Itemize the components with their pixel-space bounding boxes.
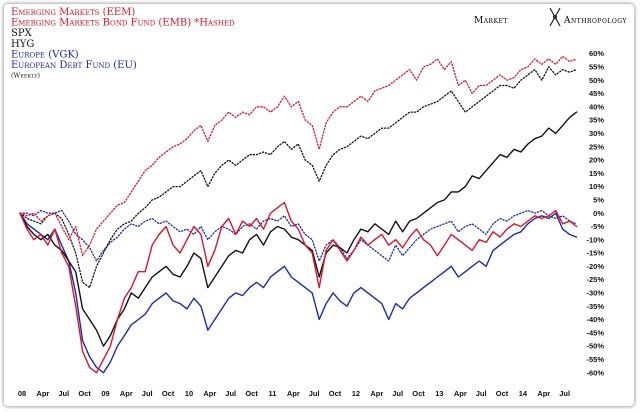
y-tick-label: -50% bbox=[586, 342, 604, 351]
y-tick-label: 30% bbox=[589, 129, 604, 138]
y-tick-label: -55% bbox=[586, 355, 604, 364]
y-tick-label: -20% bbox=[586, 262, 604, 271]
y-tick-label: -10% bbox=[586, 235, 604, 244]
legend-entry-5: Europe (VGK) bbox=[11, 49, 79, 60]
x-tick-label: Apr bbox=[120, 389, 133, 398]
brand-logo: Market Anthropology bbox=[474, 7, 627, 27]
x-tick-label: Apr bbox=[454, 389, 467, 398]
x-tick-label: Oct bbox=[162, 389, 175, 398]
y-tick-label: 5% bbox=[593, 195, 604, 204]
y-tick-label: 10% bbox=[589, 182, 604, 191]
x-tick-label: Jul bbox=[476, 389, 487, 398]
brand-right: Anthropology bbox=[563, 16, 627, 26]
y-tick-label: 0% bbox=[593, 209, 604, 218]
y-tick-label: 35% bbox=[589, 116, 604, 125]
y-tick-label: 40% bbox=[589, 102, 604, 111]
x-tick-label: Jul bbox=[58, 389, 69, 398]
y-tick-label: 60% bbox=[589, 49, 604, 58]
y-tick-label: -30% bbox=[586, 289, 604, 298]
x-tick-label: 14 bbox=[519, 389, 528, 398]
legend-note: (Weekly) bbox=[11, 72, 41, 80]
x-tick-label: Apr bbox=[203, 389, 216, 398]
y-tick-label: 15% bbox=[589, 169, 604, 178]
series-line-5 bbox=[19, 212, 578, 374]
anthropology-glyph-icon bbox=[549, 7, 561, 27]
x-tick-label: Oct bbox=[78, 389, 91, 398]
chart-frame bbox=[4, 4, 634, 406]
y-tick-label: 25% bbox=[589, 142, 604, 151]
series-layer bbox=[19, 55, 578, 374]
y-tick-label: -5% bbox=[591, 222, 605, 231]
brand-left: Market bbox=[474, 16, 508, 26]
x-tick-label: 13 bbox=[435, 389, 443, 398]
legend-entry-1: Emerging Markets (EEM) bbox=[11, 7, 135, 18]
legend-entry-6: European Debt Fund (EU) bbox=[11, 60, 137, 71]
x-tick-label: 12 bbox=[352, 389, 360, 398]
x-tick-label: Apr bbox=[370, 389, 383, 398]
x-tick-label: 11 bbox=[268, 389, 276, 398]
x-axis: 08 Apr Jul Oct 09 Apr Jul Oct 10 Apr Jul Oct 11 Apr Ju… bbox=[18, 389, 570, 398]
x-tick-label: Apr bbox=[36, 389, 49, 398]
legend: Emerging Markets (EEM)Emerging Markets B… bbox=[11, 7, 235, 80]
x-tick-label: Jul bbox=[142, 389, 153, 398]
y-tick-label: -60% bbox=[586, 368, 604, 377]
x-tick-label: Oct bbox=[245, 389, 258, 398]
series-line-1 bbox=[19, 201, 578, 374]
x-tick-label: Apr bbox=[287, 389, 300, 398]
x-tick-label: Oct bbox=[496, 389, 509, 398]
x-tick-label: Jul bbox=[309, 389, 320, 398]
x-tick-label: Oct bbox=[329, 389, 342, 398]
series-line-3 bbox=[19, 111, 578, 347]
y-tick-label: 45% bbox=[589, 89, 604, 98]
y-tick-label: 55% bbox=[589, 63, 604, 72]
y-tick-label: -40% bbox=[586, 315, 604, 324]
legend-entry-2: Emerging Markets Bond Fund (EMB) *Hashed bbox=[11, 18, 235, 29]
y-tick-label: -45% bbox=[586, 328, 604, 337]
x-tick-label: 09 bbox=[101, 389, 109, 398]
y-tick-label: -25% bbox=[586, 275, 604, 284]
y-axis: 60% 55% 50% 45% 40% 35% 30% 25% 20% 15% 10% 5% 0% -5%… bbox=[586, 49, 604, 377]
series-line-2 bbox=[19, 55, 578, 257]
y-tick-label: 50% bbox=[589, 76, 604, 85]
y-tick-label: 20% bbox=[589, 156, 604, 165]
x-tick-label: Apr bbox=[537, 389, 550, 398]
legend-entry-3: SPX bbox=[11, 28, 33, 39]
y-tick-label: -35% bbox=[586, 302, 604, 311]
x-tick-label: Jul bbox=[559, 389, 570, 398]
series-line-6 bbox=[19, 209, 578, 262]
x-tick-label: 10 bbox=[185, 389, 193, 398]
x-tick-label: Jul bbox=[225, 389, 236, 398]
legend-entry-4: HYG bbox=[11, 39, 34, 50]
x-tick-label: 08 bbox=[18, 389, 26, 398]
x-tick-label: Oct bbox=[412, 389, 425, 398]
series-line-4 bbox=[19, 66, 578, 289]
y-tick-label: -15% bbox=[586, 249, 604, 258]
x-tick-label: Jul bbox=[392, 389, 403, 398]
